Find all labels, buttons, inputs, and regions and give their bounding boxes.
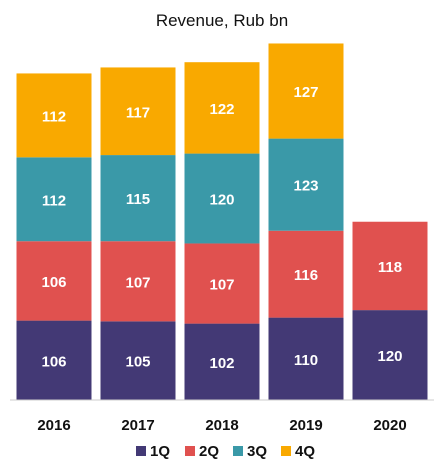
x-tick-label-2020: 2020 [373, 417, 406, 434]
bar-2017-2q [100, 241, 176, 322]
x-tick-label-2019: 2019 [289, 417, 322, 434]
bar-2017-4q [100, 67, 176, 156]
data-label-2017-4q: 117 [126, 104, 150, 121]
data-label-2016-3q: 112 [42, 192, 66, 209]
bar-2016-4q [16, 73, 92, 158]
data-label-2019-3q: 123 [293, 178, 318, 195]
data-label-2018-1q: 102 [209, 355, 234, 372]
data-label-2017-3q: 115 [126, 191, 150, 208]
data-label-2016-2q: 106 [41, 274, 66, 291]
data-label-2020-1q: 120 [377, 348, 402, 365]
data-label-2016-4q: 112 [42, 108, 66, 125]
bars-group: 106 106 112 112 105 107 115 117 102 107 120 122 110 1… [16, 43, 428, 400]
legend-swatch-1q [136, 446, 146, 456]
bar-2016-1q [16, 320, 92, 400]
bar-2019-2q [268, 230, 344, 318]
bar-2017-1q [100, 321, 176, 400]
x-tick-label-2018: 2018 [205, 417, 238, 434]
data-label-2019-1q: 110 [294, 352, 318, 369]
data-label-2018-2q: 107 [209, 277, 234, 294]
legend-label-3q: 3Q [247, 443, 267, 460]
bar-2019-4q [268, 43, 344, 139]
bar-2016-2q [16, 241, 92, 321]
data-label-2018-3q: 120 [209, 192, 234, 209]
bar-2018-2q [184, 243, 260, 324]
bar-2019-1q [268, 317, 344, 400]
bar-2019-3q [268, 138, 344, 231]
legend-label-2q: 2Q [199, 443, 219, 460]
bar-2016-3q [16, 157, 92, 242]
legend: 1Q 2Q 3Q 4Q [136, 443, 315, 460]
bar-2020-2q [352, 221, 428, 311]
category-labels: 2016 2017 2018 2019 2020 [37, 417, 406, 434]
legend-label-1q: 1Q [150, 443, 170, 460]
data-label-2017-2q: 107 [125, 274, 150, 291]
bar-2018-3q [184, 153, 260, 244]
data-label-2019-2q: 116 [294, 267, 318, 284]
data-label-2018-4q: 122 [209, 101, 234, 118]
legend-swatch-4q [281, 446, 291, 456]
bar-2017-3q [100, 155, 176, 242]
bar-2018-4q [184, 62, 260, 154]
legend-swatch-2q [185, 446, 195, 456]
data-label-2019-4q: 127 [293, 84, 318, 101]
chart-title: Revenue, Rub bn [156, 11, 288, 30]
data-label-2020-2q: 118 [378, 259, 402, 276]
x-tick-label-2017: 2017 [121, 417, 154, 434]
bar-2020-1q [352, 310, 428, 400]
data-label-2016-1q: 106 [41, 353, 66, 370]
legend-label-4q: 4Q [295, 443, 315, 460]
x-tick-label-2016: 2016 [37, 417, 70, 434]
bar-2018-1q [184, 323, 260, 400]
legend-swatch-3q [233, 446, 243, 456]
data-label-2017-1q: 105 [125, 354, 150, 371]
